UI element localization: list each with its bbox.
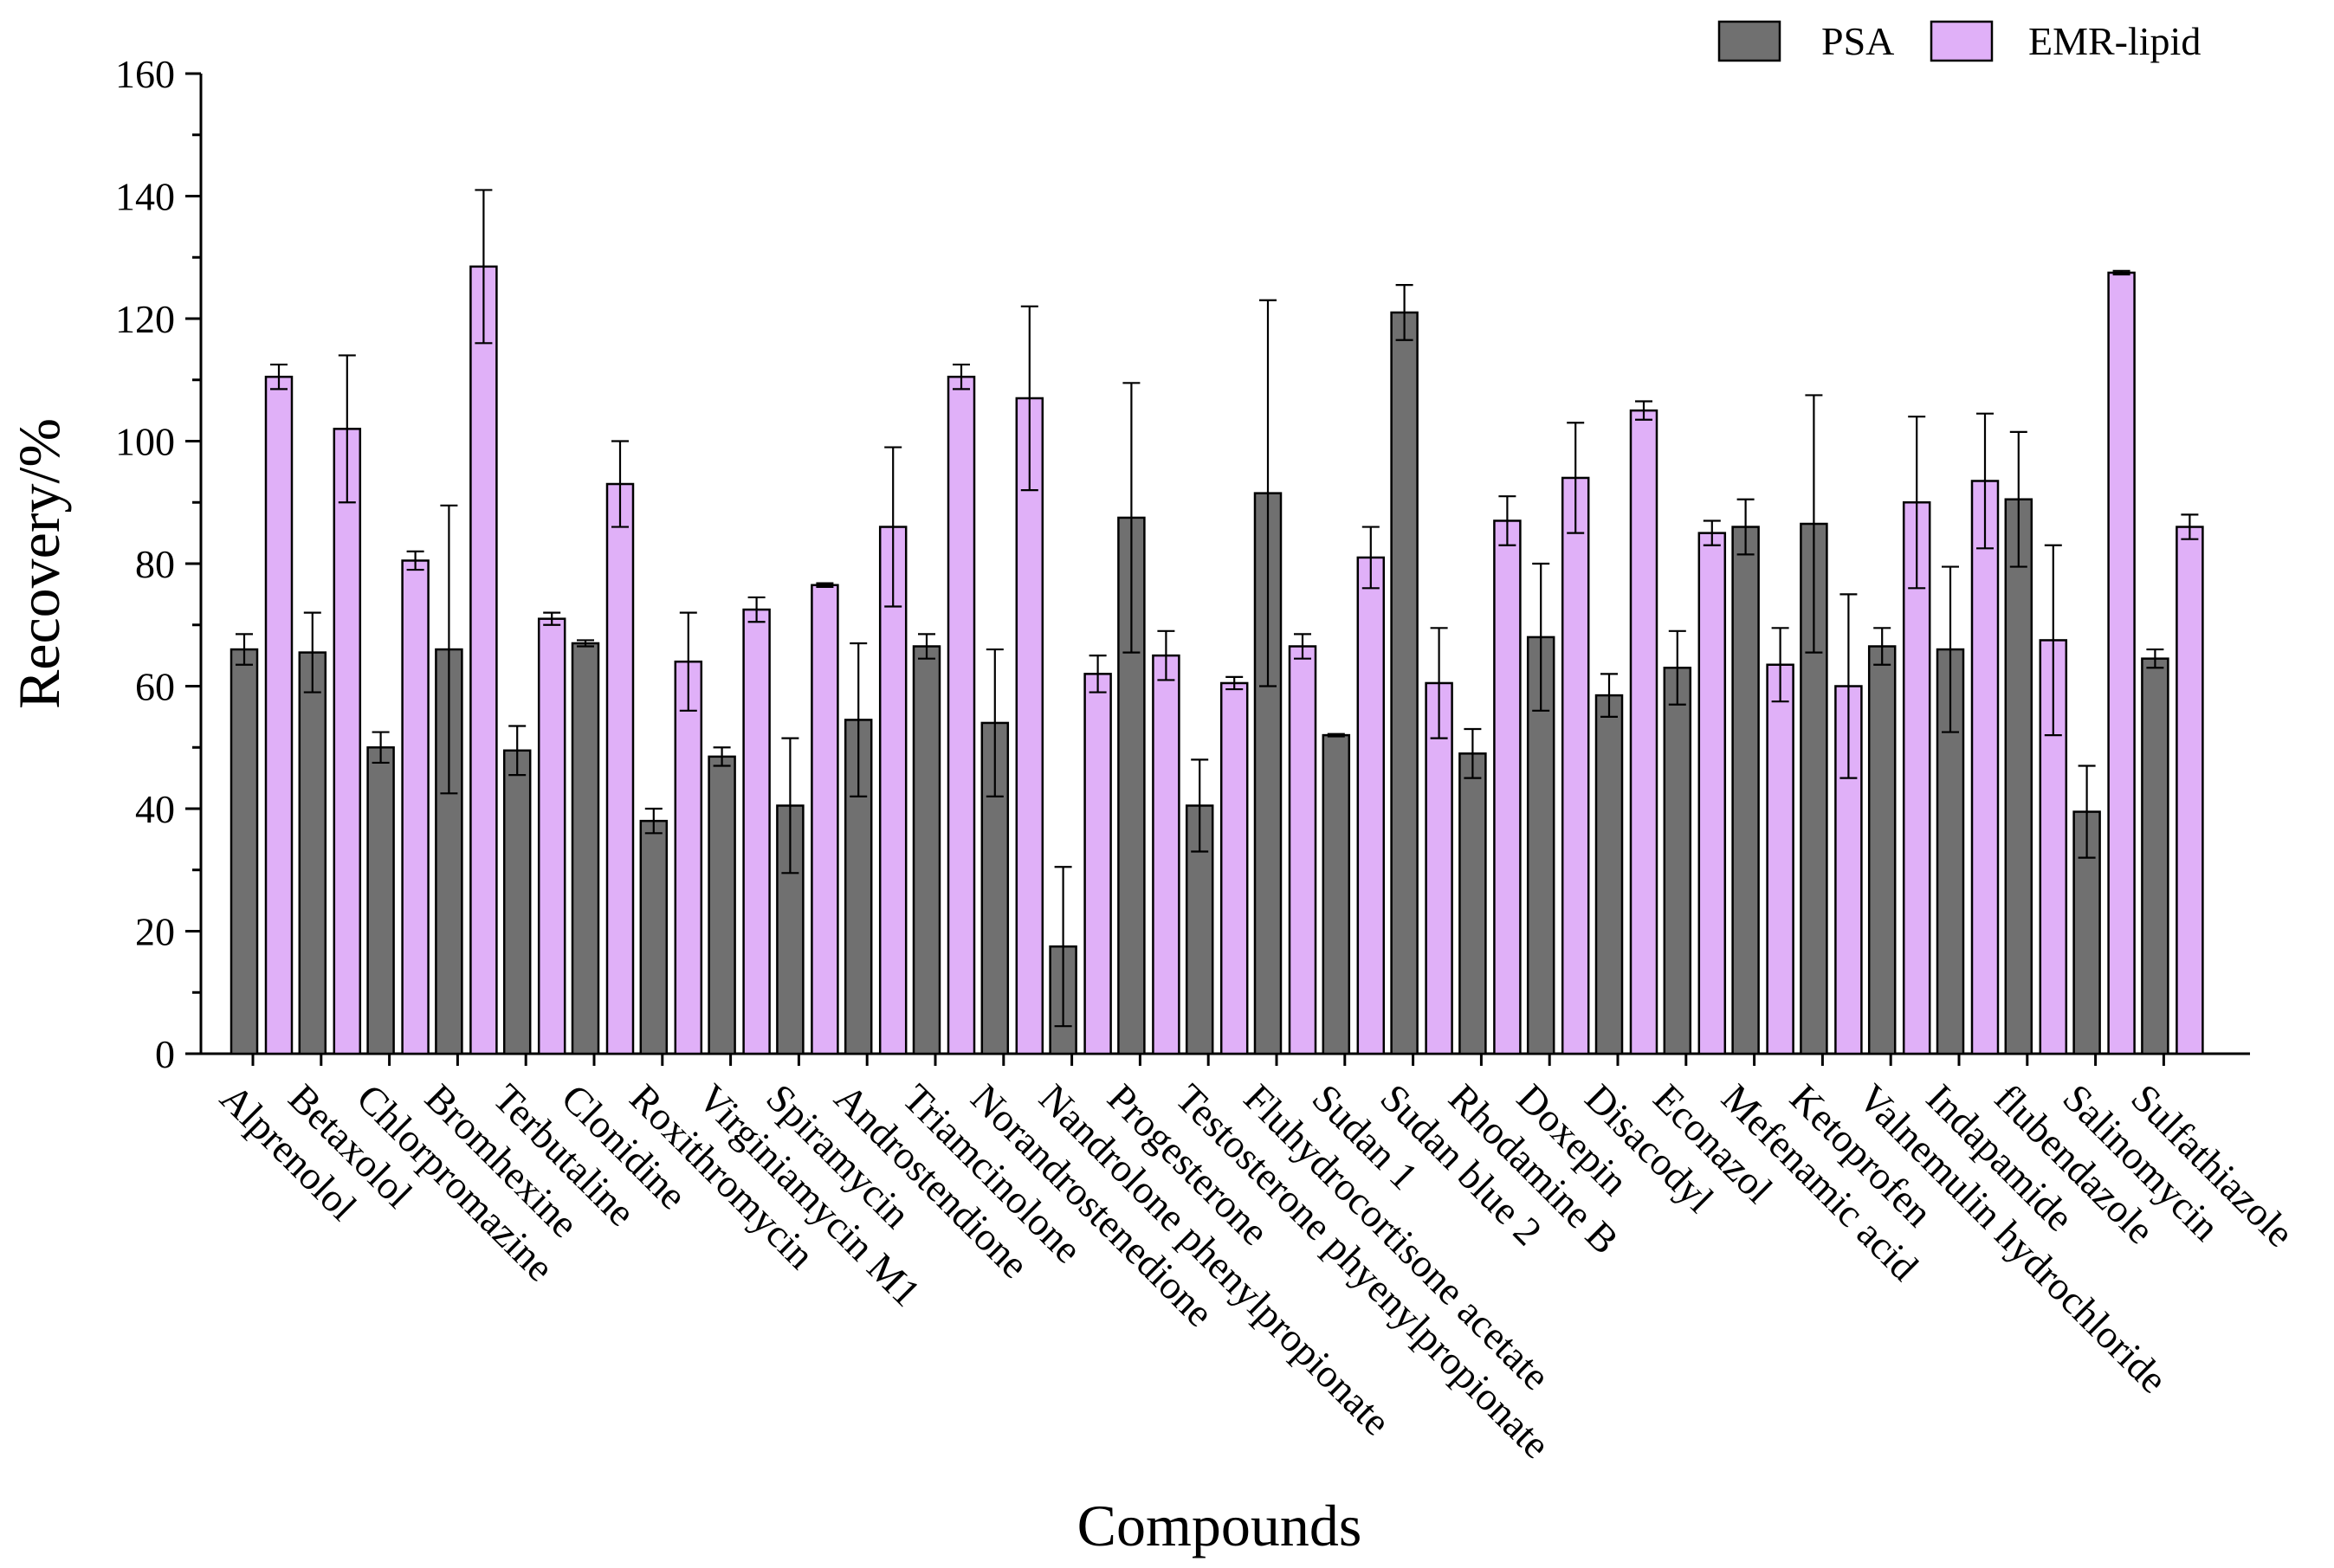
bar-psa [230,648,259,1055]
bar-emr-lipid [947,375,976,1055]
bar-emr-lipid [1493,519,1522,1055]
y-tick-label: 120 [115,297,175,341]
bar-emr-lipid [469,265,498,1055]
bar-emr-lipid [742,608,771,1055]
bar-emr-lipid [401,559,430,1055]
y-tick-label: 100 [115,420,175,464]
bar-emr-lipid [537,617,566,1055]
bar-psa [639,819,669,1055]
bar-emr-lipid [1288,645,1317,1055]
bar-emr-lipid [1152,654,1180,1055]
legend-swatch-psa [1717,20,1781,62]
x-tick-labels: AlprenololBetaxololChlorpromazineBromhex… [212,1054,2303,1467]
bar-emr-lipid [1561,476,1590,1055]
y-tick-label: 20 [135,910,175,954]
bar-psa [2141,657,2169,1055]
y-tick-label: 80 [135,542,175,586]
bar-psa [1731,526,1760,1055]
legend-label-emr-lipid: EMR-lipid [2028,19,2201,63]
bar-psa [1867,645,1897,1055]
bar-emr-lipid [264,375,294,1055]
x-axis-label: Compounds [1077,1493,1362,1558]
bar-emr-lipid [1766,663,1794,1055]
bar-psa [502,749,532,1055]
y-axis-label: Recovery/% [6,418,72,709]
bar-emr-lipid [811,584,839,1055]
bar-psa [571,642,600,1055]
bar-psa [1390,311,1419,1055]
bar-psa [1322,733,1351,1055]
legend-label-psa: PSA [1821,19,1894,63]
bar-psa [912,645,941,1055]
y-tick-label: 60 [135,665,175,709]
bar-emr-lipid [2176,526,2204,1055]
bar-psa [2004,498,2033,1055]
bar-psa [1594,694,1624,1055]
bars [230,189,2204,1055]
bar-emr-lipid [1015,397,1044,1055]
bar-emr-lipid [1629,409,1658,1055]
bar-emr-lipid [1697,532,1727,1055]
bar-emr-lipid [1083,673,1112,1055]
bar-psa [708,755,736,1055]
y-tick-label: 40 [135,787,175,831]
bar-emr-lipid [1902,501,1931,1055]
bar-psa [298,651,327,1055]
legend-swatch-emr-lipid [1930,20,1994,62]
y-tick-label: 160 [115,52,175,96]
bar-emr-lipid [1970,480,2000,1055]
bar-emr-lipid [674,660,703,1055]
bar-emr-lipid [1425,681,1453,1055]
bar-emr-lipid [2107,271,2136,1055]
y-tick-label: 140 [115,175,175,219]
y-ticks: 0 20 40 60 80 100 120 140 160 [115,52,201,1076]
bar-emr-lipid [333,428,362,1055]
bar-emr-lipid [878,526,908,1055]
bar-psa [1458,752,1487,1055]
bar-psa [1663,667,1692,1055]
bar-emr-lipid [1356,556,1386,1055]
bar-emr-lipid [1219,681,1249,1055]
bar-psa [366,746,395,1055]
bar-emr-lipid [605,482,635,1055]
y-tick-label: 0 [155,1032,175,1076]
legend: PSA EMR-lipid [1717,19,2201,63]
